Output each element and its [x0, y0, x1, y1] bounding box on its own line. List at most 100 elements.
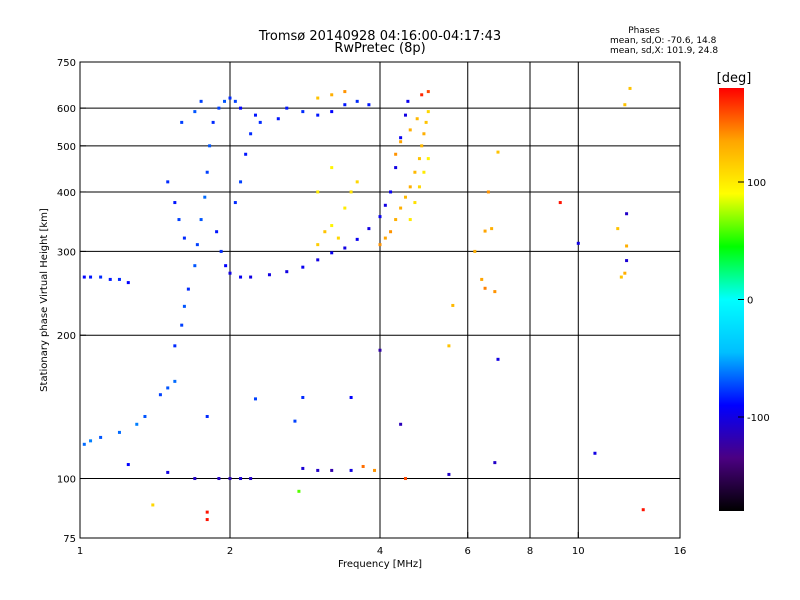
- chart-subtitle: RwPretec (8p): [334, 41, 425, 56]
- data-point: [493, 290, 497, 294]
- data-point: [151, 503, 155, 507]
- data-point: [126, 281, 130, 285]
- data-point: [447, 344, 451, 348]
- data-point: [195, 243, 199, 247]
- data-point: [166, 386, 170, 390]
- data-point: [217, 477, 221, 481]
- data-point: [276, 117, 280, 121]
- data-point: [426, 157, 430, 161]
- data-point: [193, 264, 197, 268]
- data-point: [336, 236, 340, 240]
- y-tick-label: 75: [63, 534, 76, 545]
- data-point: [451, 303, 455, 307]
- data-point: [413, 170, 417, 174]
- data-point: [223, 99, 227, 103]
- data-point: [389, 230, 393, 234]
- colorbar-tick-label: 0: [747, 296, 753, 307]
- data-point: [473, 249, 477, 253]
- data-point: [349, 190, 353, 194]
- data-point: [330, 251, 334, 255]
- data-point: [180, 323, 184, 327]
- data-point: [239, 106, 243, 110]
- data-point: [361, 464, 365, 468]
- data-point: [239, 180, 243, 184]
- data-point: [389, 190, 393, 194]
- data-point: [180, 120, 184, 124]
- data-point: [330, 224, 334, 228]
- data-point: [89, 439, 93, 443]
- data-point: [89, 275, 93, 279]
- data-point: [625, 259, 629, 263]
- data-point: [253, 113, 257, 117]
- data-point: [301, 110, 305, 114]
- data-point: [330, 468, 334, 472]
- data-point: [426, 110, 430, 114]
- data-point: [249, 275, 253, 279]
- y-axis-label: Stationary phase Virtual Height [km]: [39, 208, 50, 392]
- data-point: [424, 120, 428, 124]
- colorbar: [deg] 100 0 -100: [717, 71, 770, 511]
- data-point: [399, 140, 403, 144]
- data-point: [99, 275, 103, 279]
- x-tick-label: 2: [227, 546, 233, 557]
- data-point: [166, 470, 170, 474]
- data-point: [293, 419, 297, 423]
- data-point: [173, 344, 177, 348]
- data-point: [316, 243, 320, 247]
- y-axis-ticks: 75 100 200 300 400 500 600 750: [57, 58, 86, 545]
- data-point: [420, 144, 424, 148]
- y-tick-label: 750: [57, 58, 76, 69]
- data-point: [490, 227, 494, 231]
- data-point: [177, 218, 181, 222]
- data-point: [217, 106, 221, 110]
- data-point: [205, 170, 209, 174]
- data-point: [408, 218, 412, 222]
- data-point: [496, 357, 500, 361]
- data-point: [623, 271, 627, 275]
- colorbar-tick-label: 100: [747, 178, 766, 189]
- data-point: [399, 136, 403, 140]
- data-point: [367, 227, 371, 231]
- data-point: [316, 96, 320, 100]
- data-point: [413, 201, 417, 205]
- data-point: [394, 218, 398, 222]
- data-point: [343, 246, 347, 250]
- data-point: [193, 477, 197, 481]
- data-point: [355, 180, 359, 184]
- data-point: [447, 472, 451, 476]
- data-point: [343, 206, 347, 210]
- data-point: [285, 270, 289, 274]
- data-point: [355, 99, 359, 103]
- data-point: [408, 128, 412, 132]
- x-axis-ticks: 1 2 4 6 8 10 16: [77, 532, 687, 557]
- data-point: [316, 258, 320, 262]
- data-point: [349, 395, 353, 399]
- x-tick-label: 6: [465, 546, 471, 557]
- data-point: [355, 237, 359, 241]
- data-point: [126, 463, 130, 467]
- data-point: [316, 468, 320, 472]
- data-point: [267, 273, 271, 277]
- data-point: [383, 203, 387, 207]
- data-point: [403, 195, 407, 199]
- data-point: [117, 430, 121, 434]
- x-tick-label: 10: [572, 546, 585, 557]
- data-point: [239, 477, 243, 481]
- data-point: [82, 275, 86, 279]
- data-point: [367, 103, 371, 107]
- data-point: [349, 468, 353, 472]
- data-point: [422, 132, 426, 136]
- data-point: [422, 170, 426, 174]
- data-point: [228, 271, 232, 275]
- data-point: [244, 152, 248, 156]
- y-tick-label: 500: [57, 142, 76, 153]
- data-point: [203, 195, 207, 199]
- data-point: [316, 190, 320, 194]
- data-point: [343, 90, 347, 94]
- data-point: [173, 379, 177, 383]
- data-point: [239, 275, 243, 279]
- data-point: [628, 86, 632, 90]
- data-point: [285, 106, 289, 110]
- x-tick-label: 16: [674, 546, 687, 557]
- data-point: [108, 277, 112, 281]
